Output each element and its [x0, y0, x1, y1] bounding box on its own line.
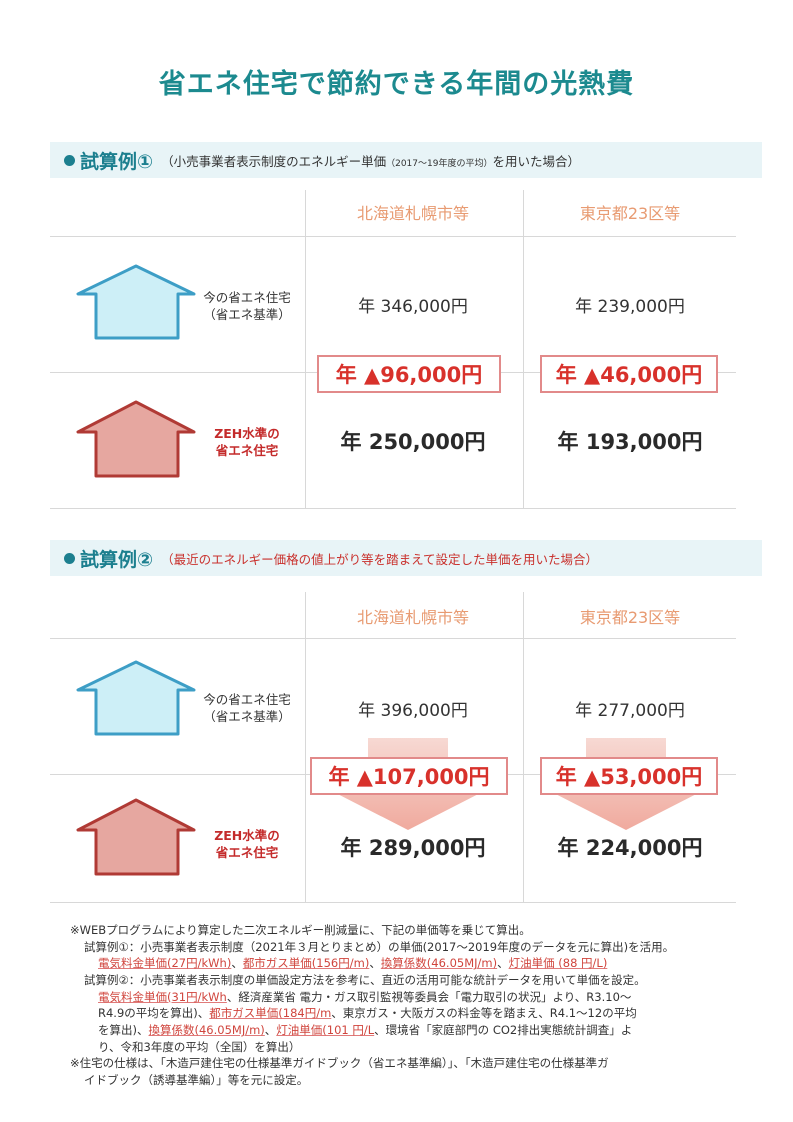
note-line: 試算例②：小売事業者表示制度の単価設定方法を参考に、直近の活用可能な統計データを… [84, 973, 646, 988]
current-cost-sapporo: 年 346,000円 [358, 297, 468, 317]
note-line: R4.9の平均を算出)、都市ガス単価(184円/m、東京ガス・大阪ガスの料金等を… [98, 1006, 637, 1021]
bullet-dot-icon [64, 552, 75, 564]
column-divider [305, 190, 306, 508]
divider [50, 236, 736, 237]
savings-sapporo: 年 ▲107,000円 [310, 757, 508, 795]
divider [50, 638, 736, 639]
example2-caption: （最近のエネルギー価格の値上がり等を踏まえて設定した単価を用いた場合） [161, 551, 598, 567]
note-line: を算出)、換算係数(46.05MJ/m)、灯油単価(101 円/L、環境省「家庭… [98, 1023, 633, 1038]
savings-tokyo: 年 ▲53,000円 [540, 757, 718, 795]
note-line: ※WEBプログラムにより算定した二次エネルギー削減量に、下記の単価等を乗じて算出… [70, 923, 531, 937]
zeh-cost-tokyo: 年 224,000円 [557, 836, 703, 860]
column-header-tokyo: 東京都23区等 [579, 204, 681, 223]
savings-tokyo: 年 ▲46,000円 [540, 355, 718, 393]
column-divider [523, 592, 524, 902]
column-header-sapporo: 北海道札幌市等 [356, 608, 469, 627]
savings-sapporo: 年 ▲96,000円 [317, 355, 501, 393]
divider [50, 508, 736, 509]
column-header-sapporo: 北海道札幌市等 [356, 204, 469, 223]
zeh-cost-tokyo: 年 193,000円 [557, 430, 703, 454]
note-line: 電気料金単価(31円/kWh、経済産業省 電力・ガス取引監視等委員会「電力取引の… [98, 989, 632, 1004]
example2-label: 試算例② [80, 548, 154, 571]
current-house-icon [76, 660, 196, 736]
page-title: 省エネ住宅で節約できる年間の光熱費 [158, 69, 635, 100]
note-line: 電気料金単価(27円/kWh)、都市ガス単価(156円/m)、換算係数(46.0… [98, 956, 608, 971]
zeh-cost-sapporo: 年 289,000円 [340, 836, 486, 860]
example1-label: 試算例① [80, 150, 154, 173]
zeh-cost-sapporo: 年 250,000円 [340, 430, 486, 454]
example1-header: 試算例① （小売事業者表示制度のエネルギー単価（2017～19年度の平均）を用い… [50, 142, 762, 178]
current-cost-tokyo: 年 239,000円 [575, 297, 685, 317]
current-cost-tokyo: 年 277,000円 [575, 701, 685, 721]
divider [50, 902, 736, 903]
example2-header: 試算例② （最近のエネルギー価格の値上がり等を踏まえて設定した単価を用いた場合） [50, 540, 762, 576]
note-line: ※住宅の仕様は、「木造戸建住宅の仕様基準ガイドブック（省エネ基準編）」、「木造戸… [70, 1056, 609, 1071]
bullet-dot-icon [64, 154, 75, 166]
zeh-house-label: ZEH水準の 省エネ住宅 [214, 828, 280, 860]
note-line: イドブック（誘導基準編）」等を元に設定。 [84, 1073, 309, 1088]
zeh-house-label: ZEH水準の 省エネ住宅 [214, 426, 280, 458]
zeh-house-icon [76, 400, 196, 478]
zeh-house-icon [76, 798, 196, 876]
current-cost-sapporo: 年 396,000円 [358, 701, 468, 721]
current-house-label: 今の省エネ住宅 （省エネ基準） [203, 290, 291, 322]
column-divider [305, 592, 306, 902]
footnotes: ※WEBプログラムにより算定した二次エネルギー削減量に、下記の単価等を乗じて算出… [70, 922, 750, 1089]
note-line: 試算例①：小売事業者表示制度（2021年３月とりまとめ）の単価(2017～201… [84, 939, 675, 954]
column-header-tokyo: 東京都23区等 [579, 608, 681, 627]
column-divider [523, 190, 524, 508]
current-house-icon [76, 264, 196, 340]
note-line: り、令和3年度の平均（全国）を算出） [98, 1039, 301, 1054]
example1-caption: （小売事業者表示制度のエネルギー単価（2017～19年度の平均）を用いた場合） [161, 153, 580, 169]
current-house-label: 今の省エネ住宅 （省エネ基準） [203, 692, 291, 724]
